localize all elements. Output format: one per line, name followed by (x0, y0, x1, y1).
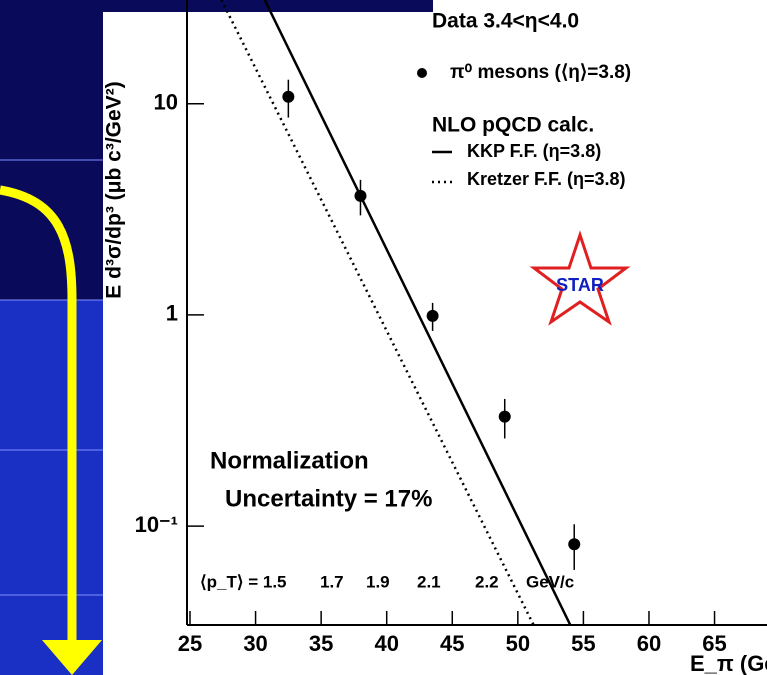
slide-panel (0, 300, 103, 675)
y-tick-label: 10 (154, 90, 178, 115)
x-tick-label: 55 (571, 631, 595, 656)
y-tick-label: 10⁻¹ (135, 512, 178, 537)
legend-label: KKP F.F. (η=3.8) (467, 141, 601, 161)
pt-label: 2.2 (475, 572, 499, 591)
legend-title: NLO pQCD calc. (432, 114, 594, 137)
x-tick-label: 40 (374, 631, 398, 656)
x-axis-label: E_π (GeV) (690, 651, 767, 675)
pt-label: 2.1 (417, 572, 441, 591)
x-tick-label: 25 (178, 631, 202, 656)
star-logo (529, 230, 631, 326)
x-tick-label: 65 (702, 631, 726, 656)
y-tick-label: 1 (166, 301, 178, 326)
slide-arrow (0, 185, 77, 640)
data-point (426, 309, 439, 322)
data-point (498, 410, 511, 423)
annotation: Normalization (210, 447, 369, 474)
annotation: STAR (556, 275, 604, 295)
legend-label: Kretzer F.F. (η=3.8) (467, 169, 626, 189)
x-tick-label: 35 (309, 631, 333, 656)
x-tick-label: 60 (637, 631, 661, 656)
pt-label: GeV/c (526, 572, 574, 591)
x-tick-label: 30 (243, 631, 267, 656)
slide-arrowhead (42, 640, 102, 675)
x-tick-label: 50 (506, 631, 530, 656)
y-axis-label: E d³σ/dp³ (μb c³/GeV²) (103, 81, 126, 298)
slide-panel (0, 0, 103, 300)
model-curve (263, 0, 572, 625)
pt-label: 1.9 (366, 572, 390, 591)
data-point (282, 90, 295, 103)
data-point (568, 538, 581, 551)
legend-title: Data 3.4<η<4.0 (432, 10, 579, 33)
legend-marker (417, 68, 427, 78)
pt-label: ⟨p_T⟩ = 1.5 (200, 572, 287, 591)
x-tick-label: 45 (440, 631, 464, 656)
pt-label: 1.7 (320, 572, 344, 591)
slide-background (0, 0, 433, 675)
legend-label: π⁰ mesons (⟨η⟩=3.8) (450, 62, 631, 83)
model-curve (220, 0, 535, 625)
annotation: Uncertainty = 17% (225, 485, 432, 512)
